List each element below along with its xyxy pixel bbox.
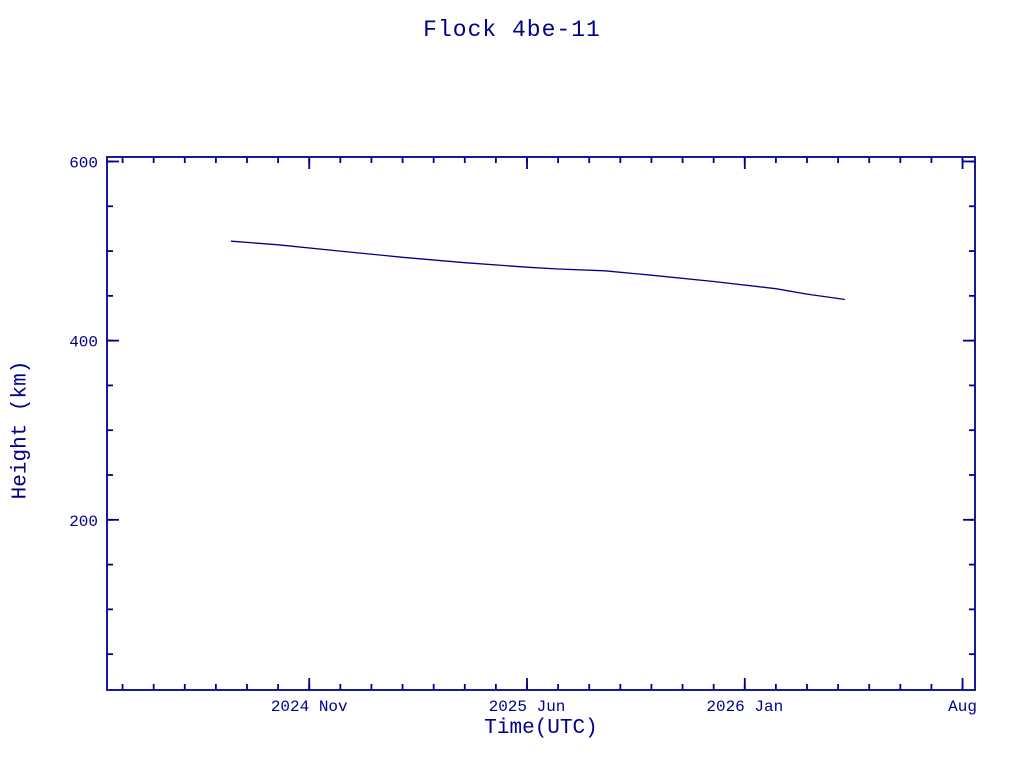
data-line-height-km	[230, 240, 845, 301]
x-tick-label: 2026 Jan	[706, 698, 783, 716]
x-axis-label: Time(UTC)	[484, 717, 598, 740]
x-tick-label: 2025 Jun	[489, 698, 566, 716]
y-tick-label: 600	[69, 154, 98, 172]
plot-frame	[106, 156, 976, 691]
x-tick-label: 2024 Nov	[271, 698, 348, 716]
y-tick-label: 200	[69, 513, 98, 531]
chart-title: Flock 4be-11	[423, 17, 601, 43]
y-tick-label: 400	[69, 334, 98, 352]
x-tick-label: Aug	[948, 698, 977, 716]
